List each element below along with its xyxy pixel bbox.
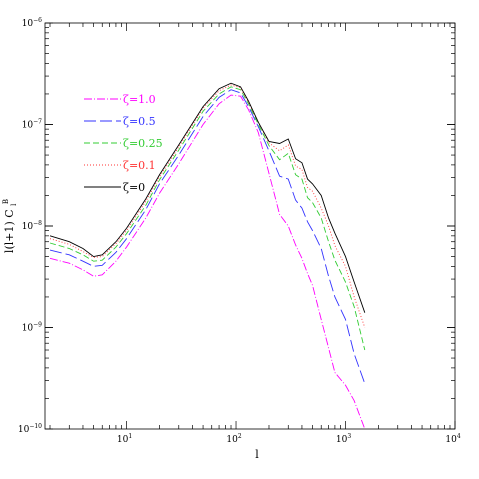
series-line-2 — [49, 86, 366, 351]
x-tick-label: 103 — [336, 433, 351, 445]
y-axis-label-main: l(l+1) C — [3, 209, 16, 253]
y-tick-label: 10−10 — [18, 423, 42, 435]
y-axis-label-subscript: l — [10, 203, 18, 206]
plot-frame — [44, 22, 456, 430]
y-tick-label: 10−8 — [22, 220, 42, 232]
x-tick-label: 104 — [445, 433, 460, 445]
legend-label-0: ζ=1.0 — [123, 93, 156, 106]
series-line-1 — [49, 89, 366, 384]
legend-label-4: ζ=0 — [123, 181, 145, 194]
svg-text:l(l+1) C l B: l(l+1) C l B — [2, 199, 19, 253]
series-line-4 — [49, 82, 366, 313]
series-line-0 — [49, 94, 366, 430]
series-line-3 — [49, 84, 366, 328]
y-tick-label: 10−9 — [22, 322, 42, 334]
legend-label-1: ζ=0.5 — [123, 115, 156, 128]
series-lines — [49, 82, 366, 430]
legend-label-3: ζ=0.1 — [123, 159, 156, 172]
x-axis-label: l — [255, 448, 259, 461]
x-tick-label: 102 — [226, 433, 241, 445]
y-axis-label: l(l+1) C l B — [2, 199, 19, 253]
y-tick-label: 10−7 — [22, 119, 42, 131]
legend: ζ=1.0 ζ=0.5 ζ=0.25 ζ=0.1 ζ=0 — [84, 93, 163, 194]
legend-label-2: ζ=0.25 — [123, 137, 163, 150]
axis-ticks — [45, 22, 456, 430]
axis-tick-labels: 101 102 103 104 10−10 10−9 10−8 10−7 10−6 — [18, 17, 461, 445]
y-axis-label-superscript: B — [2, 199, 10, 204]
x-tick-label: 101 — [117, 433, 132, 445]
y-tick-label: 10−6 — [22, 17, 42, 29]
